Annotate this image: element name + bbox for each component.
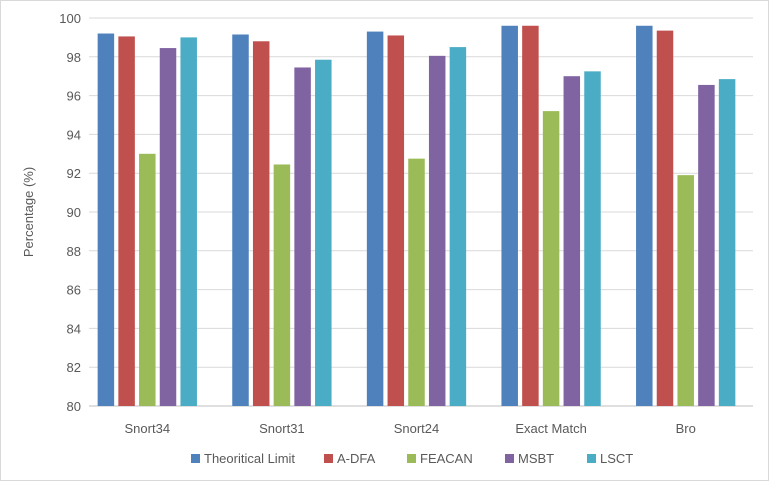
- legend-swatch: [505, 454, 514, 463]
- bar-a-dfa: [656, 30, 674, 407]
- bar-lsct: [180, 37, 197, 407]
- legend-swatch: [191, 454, 200, 463]
- y-tick-label: 86: [67, 283, 81, 298]
- bar-feacan: [542, 111, 560, 407]
- bar-lsct: [315, 59, 332, 407]
- x-tick-label: Bro: [676, 421, 696, 436]
- bar-msbt: [698, 84, 715, 407]
- y-tick-label: 82: [67, 360, 81, 375]
- bar-theoritical-limit: [97, 33, 115, 407]
- legend-swatch: [407, 454, 416, 463]
- y-tick-label: 88: [67, 244, 81, 259]
- y-tick-label: 98: [67, 50, 81, 65]
- y-axis-title: Percentage (%): [21, 167, 36, 257]
- bar-feacan: [273, 164, 291, 406]
- x-tick-label: Snort24: [394, 421, 440, 436]
- bar-feacan: [139, 153, 156, 406]
- y-tick-label: 90: [67, 205, 81, 220]
- legend-label: FEACAN: [420, 451, 473, 466]
- bar-theoritical-limit: [636, 25, 653, 406]
- bar-msbt: [563, 76, 581, 406]
- bar-theoritical-limit: [366, 31, 384, 407]
- legend-swatch: [587, 454, 596, 463]
- legend-label: MSBT: [518, 451, 554, 466]
- x-tick-label: Snort34: [125, 421, 171, 436]
- bar-msbt: [428, 55, 446, 406]
- y-tick-label: 96: [67, 89, 81, 104]
- legend-label: A-DFA: [337, 451, 376, 466]
- legend-label: Theoritical Limit: [204, 451, 295, 466]
- bar-a-dfa: [252, 41, 270, 406]
- y-tick-label: 80: [67, 399, 81, 414]
- y-tick-label: 92: [67, 166, 81, 181]
- bar-theoritical-limit: [501, 25, 518, 406]
- bar-feacan: [408, 158, 425, 406]
- y-tick-label: 100: [59, 11, 81, 26]
- bar-lsct: [718, 79, 736, 407]
- x-tick-label: Exact Match: [515, 421, 587, 436]
- bar-lsct: [584, 71, 601, 406]
- bar-lsct: [449, 47, 467, 406]
- bar-theoritical-limit: [232, 34, 249, 407]
- bar-a-dfa: [118, 36, 135, 407]
- bar-a-dfa: [387, 35, 405, 407]
- y-tick-label: 94: [67, 127, 81, 142]
- bar-msbt: [159, 48, 177, 406]
- legend-swatch: [324, 454, 333, 463]
- bar-feacan: [677, 175, 694, 406]
- x-tick-label: Snort31: [259, 421, 305, 436]
- bar-a-dfa: [522, 25, 539, 406]
- y-tick-label: 84: [67, 321, 81, 336]
- bar-msbt: [294, 67, 311, 406]
- legend-label: LSCT: [600, 451, 633, 466]
